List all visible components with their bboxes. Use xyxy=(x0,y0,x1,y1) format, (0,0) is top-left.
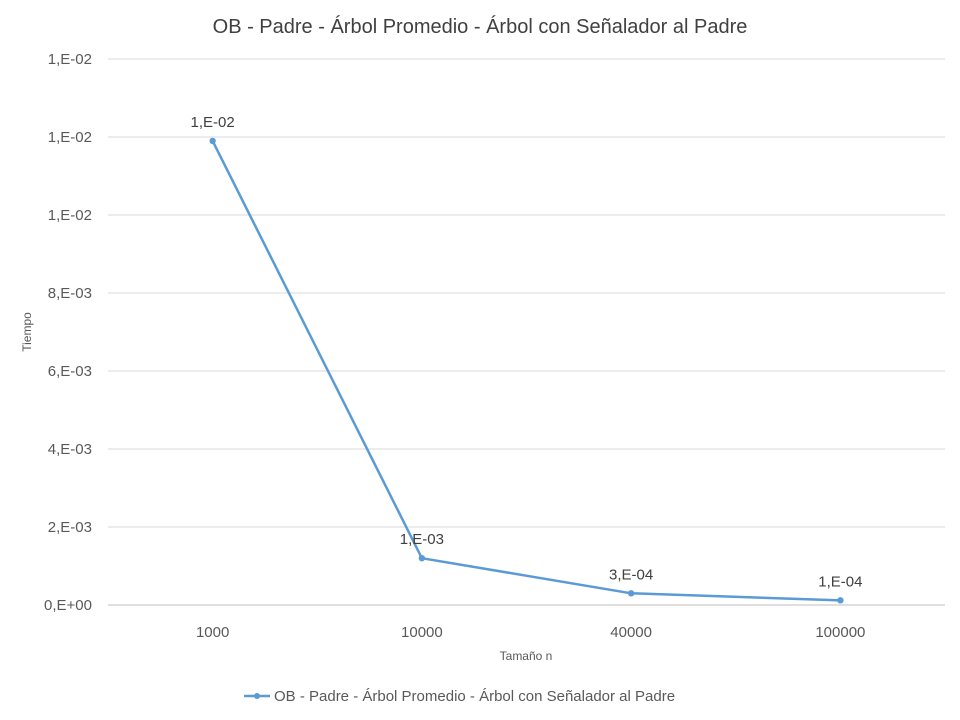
series-group: 1,E-02 1,E-03 3,E-04 1,E-04 xyxy=(191,114,862,604)
y-tick-label: 1,E-02 xyxy=(48,207,92,224)
x-tick-label: 10000 xyxy=(401,624,443,641)
data-point xyxy=(627,590,635,597)
series-line xyxy=(211,140,841,602)
data-label: 1,E-04 xyxy=(818,573,862,590)
x-axis-label: Tamaño n xyxy=(500,649,553,663)
legend-entry-label: OB - Padre - Árbol Promedio - Árbol con … xyxy=(274,688,675,705)
x-tick-label: 1000 xyxy=(196,624,229,641)
data-label: 3,E-04 xyxy=(609,566,653,583)
data-point xyxy=(418,555,426,562)
x-tick-label: 100000 xyxy=(815,624,865,641)
chart-title: OB - Padre - Árbol Promedio - Árbol con … xyxy=(213,15,748,38)
data-point xyxy=(209,137,216,145)
y-tick-label: 1,E-02 xyxy=(48,129,92,146)
data-label: 1,E-02 xyxy=(191,114,235,131)
data-point xyxy=(837,597,844,604)
y-tick-label: 1,E-02 xyxy=(48,51,92,68)
gridlines xyxy=(108,58,945,606)
y-axis-label: Tiempo xyxy=(20,312,34,352)
x-axis-ticks: 1000 10000 40000 100000 xyxy=(196,624,865,641)
legend: OB - Padre - Árbol Promedio - Árbol con … xyxy=(244,688,675,705)
y-tick-label: 8,E-03 xyxy=(48,285,92,302)
y-tick-label: 0,E+00 xyxy=(44,597,92,614)
y-tick-label: 4,E-03 xyxy=(48,441,92,458)
x-tick-label: 40000 xyxy=(610,624,652,641)
y-axis-ticks: 0,E+00 2,E-03 4,E-03 6,E-03 8,E-03 1,E-02 1,E-… xyxy=(44,51,92,614)
y-tick-label: 2,E-03 xyxy=(48,519,92,536)
y-tick-label: 6,E-03 xyxy=(48,363,92,380)
legend-point-marker xyxy=(254,693,260,699)
data-label: 1,E-03 xyxy=(400,531,444,548)
